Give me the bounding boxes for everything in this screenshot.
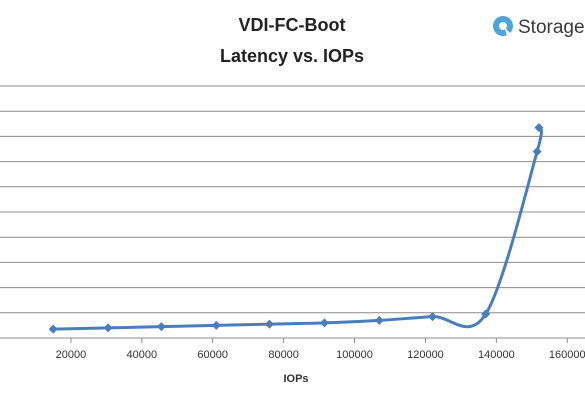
data-point-marker bbox=[534, 123, 544, 133]
data-point-marker bbox=[532, 147, 542, 157]
chart-title-line-2: Latency vs. IOPs bbox=[220, 46, 364, 66]
chart-title-line-1: VDI-FC-Boot bbox=[239, 15, 346, 35]
storage-logo: Storage bbox=[493, 16, 585, 38]
gridlines bbox=[0, 85, 585, 314]
x-axis-ticks: 20000 40000 60000 80000 100000 120000 140000 16… bbox=[56, 338, 585, 361]
x-tick-label: 120000 bbox=[407, 349, 444, 361]
data-point-marker bbox=[481, 309, 491, 319]
data-point-marker bbox=[374, 315, 384, 325]
x-tick-label: 100000 bbox=[336, 349, 373, 361]
data-point-marker bbox=[156, 322, 166, 332]
x-tick-label: 160000 bbox=[549, 349, 585, 361]
x-tick-label: 140000 bbox=[478, 349, 515, 361]
series-line bbox=[51, 126, 544, 331]
data-point-marker bbox=[211, 320, 221, 330]
x-tick-label: 80000 bbox=[268, 349, 299, 361]
data-point-marker bbox=[103, 323, 113, 333]
data-point-marker bbox=[428, 312, 438, 322]
x-tick-label: 40000 bbox=[127, 349, 158, 361]
series-layer bbox=[51, 126, 544, 331]
x-tick-label: 60000 bbox=[197, 349, 228, 361]
data-point-marker bbox=[319, 318, 329, 328]
marker-layer bbox=[48, 123, 544, 334]
logo-text: Storage bbox=[518, 17, 585, 38]
data-point-marker bbox=[48, 324, 58, 334]
data-point-marker bbox=[264, 319, 274, 329]
x-tick-label: 20000 bbox=[56, 349, 87, 361]
x-axis-title: IOPs bbox=[283, 373, 308, 385]
logo-mark-icon bbox=[493, 16, 513, 36]
